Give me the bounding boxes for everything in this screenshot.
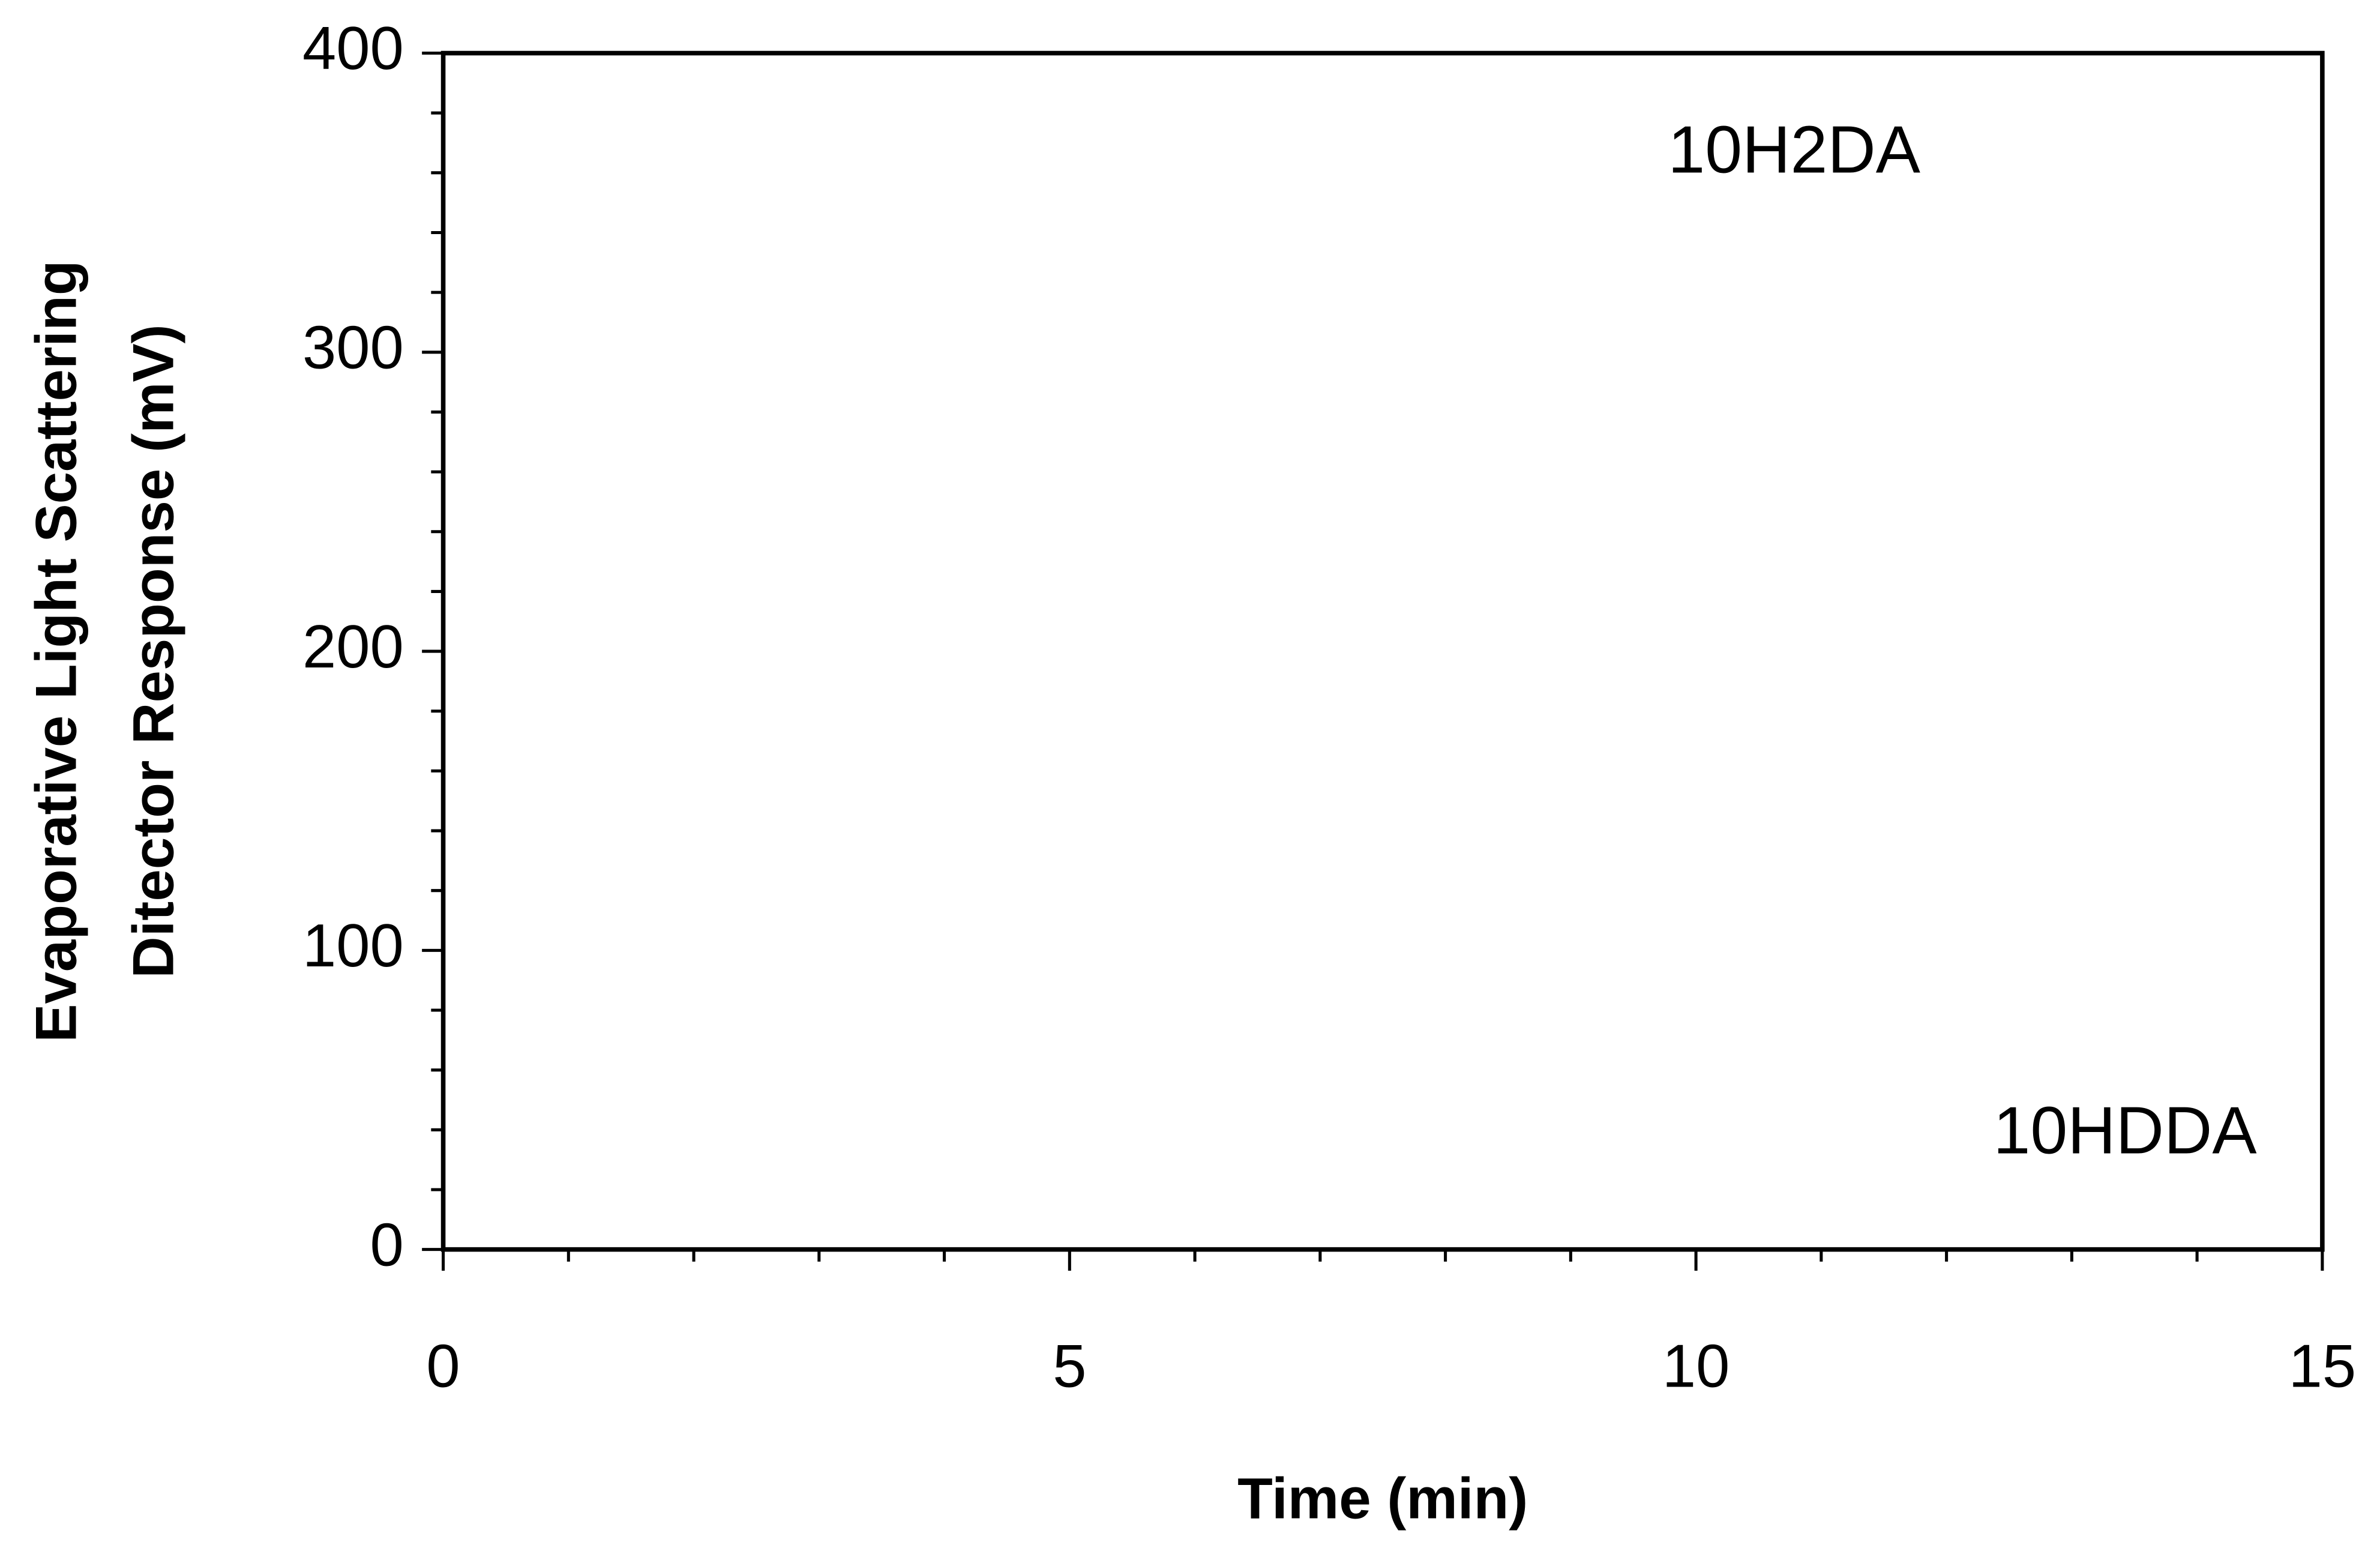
x-tick-label: 10	[1662, 1333, 1730, 1400]
x-axis-title: Time (min)	[1237, 1466, 1528, 1531]
y-axis-title: Ditector Response (mV)	[121, 324, 185, 978]
y-axis-title: Evaporative Light Scattering	[25, 260, 89, 1043]
plot-frame	[440, 50, 2325, 1252]
x-tick-label: 0	[426, 1333, 460, 1400]
peak-annotation: 10HDDA	[1994, 1092, 2257, 1167]
x-tick-label: 15	[2289, 1333, 2357, 1400]
y-tick-label: 300	[302, 314, 404, 382]
y-tick-label: 100	[302, 912, 404, 980]
peak-annotation: 10H2DA	[1668, 112, 1920, 187]
x-tick-label: 5	[1053, 1333, 1086, 1400]
y-tick-label: 0	[370, 1211, 404, 1278]
y-tick-label: 400	[302, 14, 404, 82]
y-tick-label: 200	[302, 613, 404, 681]
